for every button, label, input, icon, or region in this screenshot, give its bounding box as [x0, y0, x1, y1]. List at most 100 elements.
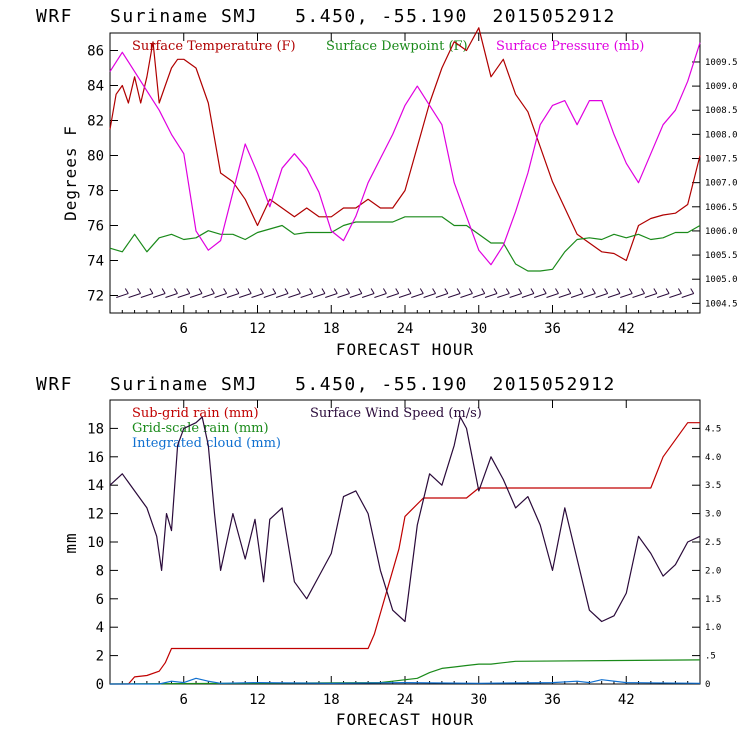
- panel2-y2tick-label: 2.5: [705, 538, 721, 548]
- panel2-ticks: 6 12 18 24 30 36 420246810121416180.51.01.52.0…: [87, 400, 721, 708]
- wind-barb-flag: [272, 288, 277, 294]
- wind-barb-flag: [505, 288, 510, 294]
- panel2-xtick-label: 36: [544, 692, 561, 708]
- panel1-y2tick-label: 1006.5: [705, 203, 738, 213]
- wind-barb-flag: [530, 288, 535, 294]
- panel1-y2tick-label: 1005.0: [705, 275, 738, 285]
- wind-barb-flag: [395, 288, 400, 294]
- wind-barb-flag: [591, 288, 596, 294]
- panel1-ylabel: Degrees F: [61, 125, 80, 221]
- wind-barb-shaft: [312, 293, 326, 298]
- wind-barb-flag: [382, 288, 387, 294]
- wind-barb-flag: [284, 288, 289, 294]
- panel1-y2tick-label: 1004.5: [705, 299, 738, 309]
- panel2-xtick-label: 24: [397, 692, 414, 708]
- panel2-y2tick-label: 1.5: [705, 595, 721, 605]
- integrated-cloud-line: [110, 677, 701, 685]
- wind-barb-shaft: [484, 293, 498, 298]
- wind-barb-flag: [370, 288, 375, 294]
- subgrid-rain-line: [110, 422, 700, 685]
- panel1-xlabel: FORECAST HOUR: [336, 340, 474, 359]
- wind-barb-shaft: [656, 293, 670, 298]
- panel2-xlabel: FORECAST HOUR: [336, 710, 474, 729]
- wind-barb-flag: [444, 288, 449, 294]
- wind-barb-flag: [260, 288, 264, 294]
- wind-barb-flag: [186, 288, 191, 294]
- wind-barb-shaft: [165, 293, 178, 298]
- panel2-xtick-label: 6: [180, 692, 188, 708]
- wind-barb-shaft: [583, 293, 596, 298]
- wind-barb-flag: [419, 288, 424, 294]
- wind-barb-shaft: [275, 293, 289, 298]
- panel1-ytick-label: 86: [87, 44, 104, 60]
- wind-barb-flag: [628, 288, 633, 294]
- panel2-xtick-label: 12: [249, 692, 266, 708]
- panel1-y2tick-label: 1009.0: [705, 82, 738, 92]
- wind-barb-shaft: [140, 293, 154, 298]
- temperature-line: [109, 27, 701, 262]
- panel2-ylabel: mm: [61, 532, 80, 553]
- panel1-xtick-label: 30: [470, 321, 487, 337]
- wind-barb-flag: [616, 288, 621, 294]
- panel2-ytick-label: 4: [96, 620, 104, 636]
- wind-barb-flag: [493, 288, 498, 294]
- dewpoint-line: [109, 216, 701, 272]
- wind-barb-flag: [518, 288, 523, 294]
- wind-barb-shaft: [521, 293, 535, 298]
- wind-barb-flag: [296, 288, 301, 294]
- legend-temperature: Surface Temperature (F): [132, 39, 296, 54]
- panel2-y2tick-label: 4.5: [705, 424, 721, 434]
- panel2-xtick-label: 18: [323, 692, 340, 708]
- wind-barb-flag: [677, 288, 682, 294]
- wind-barb-flag: [235, 288, 240, 294]
- wind-barb-shaft: [398, 293, 412, 298]
- wind-barb-shaft: [251, 293, 264, 298]
- wind-barb-shaft: [374, 293, 387, 298]
- panel2-ytick-label: 16: [87, 450, 104, 466]
- panel1-ytick-label: 72: [87, 289, 104, 305]
- wind-barb-shaft: [300, 293, 313, 298]
- wind-barb-flag: [174, 288, 178, 294]
- wind-barb-flag: [223, 288, 228, 294]
- panel2-ytick-label: 14: [87, 478, 104, 494]
- panel1-y2tick-label: 1007.0: [705, 179, 738, 189]
- panel2-title: WRF Suriname SMJ 5.450, -55.190 20150529…: [36, 374, 616, 395]
- wind-barb-shaft: [214, 293, 227, 298]
- panel1-xtick-label: 42: [618, 321, 635, 337]
- wind-barb-flag: [321, 288, 326, 294]
- pressure-line: [109, 42, 701, 266]
- wind-barb-shaft: [497, 293, 510, 298]
- panel1-ytick-label: 78: [87, 184, 104, 200]
- panel1-xtick-label: 6: [180, 321, 188, 337]
- wind-barb-shaft: [607, 293, 621, 298]
- panel1-y2tick-label: 1008.0: [705, 130, 738, 140]
- wind-barb-shaft: [644, 293, 657, 298]
- panel2-y2tick-label: 0: [705, 680, 710, 690]
- wind-barb-shaft: [239, 293, 252, 298]
- wind-barb-shaft: [472, 293, 485, 298]
- wind-barb-shaft: [288, 293, 301, 298]
- wind-barb-shaft: [263, 293, 276, 298]
- wind-barb-flag: [567, 288, 572, 294]
- panel2-ytick-label: 0: [96, 677, 104, 693]
- wind-barb-shaft: [632, 293, 645, 298]
- panel2-ytick-label: 2: [96, 649, 104, 665]
- wind-barb-flag: [432, 288, 437, 294]
- wind-barb-shaft: [202, 293, 215, 298]
- wind-barb-shaft: [189, 293, 203, 298]
- precipitation-panel: WRF Suriname SMJ 5.450, -55.190 20150529…: [36, 374, 721, 729]
- wind-barb-flag: [641, 288, 645, 294]
- panel1-ytick-label: 76: [87, 219, 104, 235]
- wind-barb-shaft: [325, 293, 338, 298]
- legend-subgrid-rain: Sub-grid rain (mm): [132, 406, 259, 421]
- panel1-y2tick-label: 1008.5: [705, 106, 738, 116]
- panel1-ytick-label: 84: [87, 79, 104, 95]
- wind-barb-flag: [555, 288, 559, 294]
- panel2-ytick-label: 6: [96, 592, 104, 608]
- panel2-y2tick-label: 3.0: [705, 510, 721, 520]
- wind-barb-shaft: [681, 293, 694, 298]
- wind-barb-shaft: [435, 293, 449, 298]
- wind-barb-shaft: [669, 293, 682, 298]
- wind-barb-shaft: [349, 293, 362, 298]
- wind-barb-flag: [161, 288, 166, 294]
